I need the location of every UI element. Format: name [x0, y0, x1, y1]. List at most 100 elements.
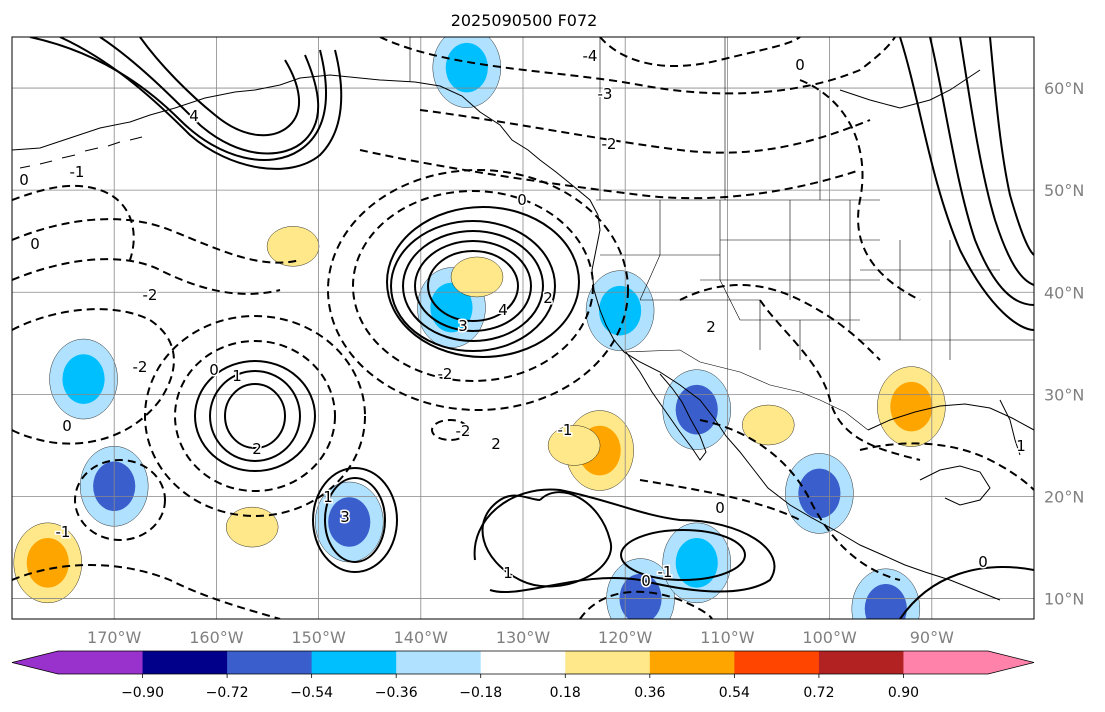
aleutian-islands — [19, 136, 143, 169]
contour-label: -3 — [598, 85, 613, 103]
colorbar-tick-label: −0.36 — [375, 685, 418, 701]
us-mexico-border — [623, 349, 869, 431]
contour-label: 2 — [706, 318, 716, 336]
contour-label: 0 — [795, 56, 805, 74]
latitude-tick-label: 60°N — [1044, 79, 1084, 98]
longitude-tick-label: 140°W — [394, 628, 449, 647]
longitude-tick-label: 130°W — [496, 628, 551, 647]
contour-label: 0 — [30, 235, 40, 253]
longitude-tick-label: 150°W — [291, 628, 346, 647]
height-contours — [12, 37, 1034, 619]
shaded-region-outer — [450, 256, 504, 298]
latitude-tick-label: 30°N — [1044, 385, 1084, 404]
canada-province-lines — [599, 37, 821, 200]
contour-label: 4 — [498, 301, 508, 319]
contour-label: 0 — [715, 499, 725, 517]
contour-label: -2 — [456, 422, 471, 440]
colorbar-tick-label: 0.90 — [888, 685, 919, 701]
contour-label: -2 — [133, 358, 148, 376]
colorbar-tick-label: −0.72 — [206, 685, 249, 701]
alaska-coastline — [12, 74, 599, 216]
shaded-region-core — [798, 468, 841, 519]
colorbar-segment — [649, 651, 735, 674]
colorbar: −0.90 −0.72 −0.54 −0.36 −0.18 0.18 0.36 0.54 0.7… — [11, 650, 1035, 701]
contour-label: 0 — [209, 361, 219, 379]
chart-title: 2025090500 F072 — [451, 11, 598, 30]
colorbar-outline — [11, 650, 1035, 675]
colorbar-tick-label: 0.72 — [803, 685, 834, 701]
baja-california — [625, 351, 707, 461]
contour-label: 1 — [503, 564, 513, 582]
florida — [999, 399, 1021, 456]
colorbar-segment — [227, 651, 313, 674]
contour-label: 0 — [978, 553, 988, 571]
positive-contours — [29, 37, 1034, 619]
gridlines — [12, 37, 1034, 619]
contour-label: -4 — [583, 47, 598, 65]
us-state-lines — [600, 200, 1034, 360]
contour-label: 3 — [340, 508, 350, 526]
contour-label: 0 — [62, 417, 72, 435]
shaded-region-outer — [266, 226, 320, 267]
colorbar-tick-label: −0.90 — [121, 685, 164, 701]
contour-label: 0 — [641, 572, 651, 590]
political-borders — [409, 37, 1034, 431]
contour-label: 4 — [189, 107, 199, 125]
colorbar-tick-label: 0.36 — [634, 685, 665, 701]
contour-label: 1 — [1016, 437, 1026, 455]
shaded-region-core — [62, 354, 105, 404]
contour-label: 1 — [323, 488, 333, 506]
shaded-region-outer — [742, 404, 795, 446]
contour-label: 2 — [252, 440, 262, 458]
colorbar-segment — [818, 651, 904, 674]
shaded-region-core — [619, 573, 662, 619]
colorbar-segment — [480, 651, 566, 674]
longitude-tick-label: 90°W — [910, 628, 954, 647]
yucatan — [919, 465, 991, 506]
colorbar-segment — [734, 651, 820, 674]
longitude-tick-label: 170°W — [87, 628, 142, 647]
latitude-tick-label: 40°N — [1044, 283, 1084, 302]
hudson-bay-coast — [839, 69, 981, 109]
map-frame — [11, 36, 1035, 620]
shaded-region-core — [675, 538, 718, 588]
longitude-tick-label: 160°W — [189, 628, 244, 647]
colorbar-segment — [142, 651, 228, 674]
colorbar-segment — [311, 651, 397, 674]
shaded-region-core — [890, 381, 933, 432]
contour-label: -1 — [56, 523, 71, 541]
contour-label: -2 — [602, 135, 617, 153]
latitude-ticks: 10°N 20°N 30°N 40°N 50°N 60°N — [1044, 79, 1084, 609]
contour-label: -1 — [658, 563, 673, 581]
latitude-tick-label: 50°N — [1044, 181, 1084, 200]
negative-contours — [12, 37, 1034, 619]
shaded-region-core — [328, 497, 371, 547]
shaded-region-core — [445, 42, 488, 93]
coastlines — [12, 69, 1034, 601]
colorbar-segment — [396, 651, 482, 674]
colorbar-segment — [565, 651, 651, 674]
colorbar-tick-label: 0.54 — [719, 685, 750, 701]
longitude-ticks: 170°W 160°W 150°W 140°W 130°W 120°W 110°W 100°W… — [87, 628, 954, 647]
colorbar-segment — [903, 651, 989, 674]
shaded-region-core — [864, 583, 907, 619]
longitude-tick-label: 110°W — [700, 628, 755, 647]
north-america-west-coast — [591, 214, 1001, 601]
shaded-region-outer — [547, 425, 601, 466]
contour-label: -2 — [143, 286, 158, 304]
colorbar-tick-label: 0.18 — [550, 685, 581, 701]
contour-label: 0 — [517, 191, 527, 209]
longitude-tick-label: 100°W — [802, 628, 857, 647]
shaded-region-core — [26, 538, 69, 588]
colorbar-segment — [58, 651, 144, 674]
contour-label: 1 — [232, 367, 242, 385]
contour-label: 3 — [458, 317, 468, 335]
contour-label: 2 — [543, 289, 553, 307]
colorbar-extend-high — [988, 651, 1034, 674]
shaded-region-core — [599, 285, 642, 336]
colorbar-tick-label: −0.54 — [290, 685, 333, 701]
latitude-tick-label: 20°N — [1044, 487, 1084, 506]
